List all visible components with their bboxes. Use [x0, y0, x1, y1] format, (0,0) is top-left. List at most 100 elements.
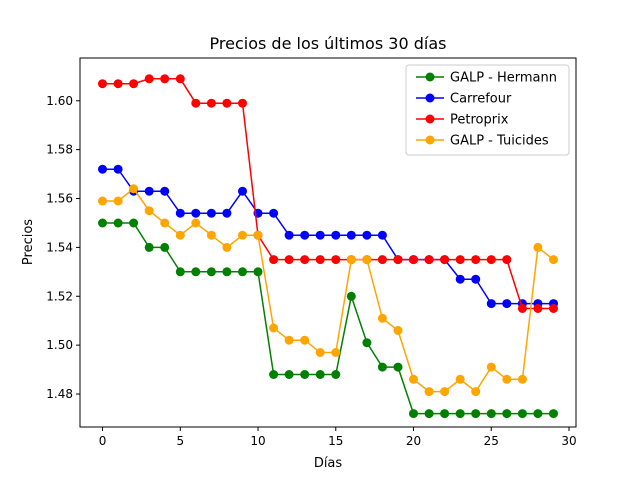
data-point [409, 255, 418, 265]
x-tick-label: 5 [176, 434, 184, 448]
data-point [549, 304, 558, 313]
data-point [471, 255, 481, 265]
data-point [113, 164, 123, 174]
data-point [455, 409, 465, 419]
data-point [98, 164, 107, 174]
x-tick-label: 10 [250, 434, 265, 448]
data-point [377, 362, 387, 372]
y-tick-label: 1.56 [46, 192, 73, 206]
data-point [486, 409, 496, 419]
data-point [191, 208, 201, 218]
y-tick-label: 1.52 [46, 289, 73, 303]
data-point [471, 274, 481, 284]
legend-entry: Carrefour [416, 92, 512, 107]
legend-entry: Petroprix [416, 113, 509, 128]
data-point [346, 291, 356, 301]
data-point [331, 230, 341, 240]
data-point [129, 218, 139, 228]
data-point [113, 196, 123, 206]
data-point [160, 186, 170, 196]
x-axis-label: Días [314, 456, 343, 471]
series-line [102, 222, 554, 415]
data-point [113, 218, 123, 228]
data-point [160, 242, 170, 252]
data-point [517, 304, 527, 313]
data-point [362, 255, 372, 265]
data-point [471, 409, 481, 419]
legend-marker [425, 72, 435, 82]
data-point [440, 255, 450, 265]
data-point [486, 299, 496, 309]
data-point [440, 409, 450, 419]
series-line [102, 168, 554, 305]
data-point [315, 230, 325, 240]
data-point [206, 98, 216, 108]
legend-marker [425, 135, 435, 145]
legend-label: GALP - Hermann [450, 71, 557, 86]
data-point [269, 323, 279, 333]
data-point [269, 370, 279, 379]
legend-box [405, 64, 570, 156]
data-point [455, 255, 465, 265]
data-point [129, 79, 139, 89]
data-point [455, 274, 465, 284]
data-point [98, 218, 107, 228]
legend-label: Carrefour [450, 92, 512, 107]
series-line [102, 187, 554, 393]
data-point [377, 313, 387, 323]
data-point [315, 255, 325, 265]
data-point [284, 335, 294, 345]
x-tick-label: 25 [484, 434, 499, 448]
x-axis: 0 5 10 15 20 25 30 [99, 427, 577, 448]
data-point [129, 184, 139, 194]
legend: GALP - Hermann Carrefour Petroprix GALP - T… [405, 64, 570, 156]
data-point [377, 255, 387, 265]
legend-entry: GALP - Hermann [416, 71, 557, 86]
data-point [222, 242, 232, 252]
series-0 [98, 218, 558, 419]
data-point [331, 348, 341, 357]
y-tick-label: 1.54 [46, 240, 73, 254]
data-point [160, 218, 170, 228]
data-point [471, 387, 481, 397]
data-point [144, 242, 154, 252]
y-tick-label: 1.58 [46, 143, 73, 157]
data-point [300, 335, 310, 345]
data-point [206, 267, 216, 277]
data-point [253, 230, 263, 240]
y-tick-label: 1.48 [46, 387, 73, 401]
plot-area [98, 74, 558, 419]
x-tick-label: 20 [406, 434, 421, 448]
data-point [191, 218, 201, 228]
legend-label: GALP - Tuicides [450, 134, 549, 149]
series-2 [98, 74, 558, 313]
data-point [424, 255, 434, 265]
data-point [98, 196, 107, 206]
data-point [424, 387, 434, 397]
axes-frame [79, 57, 577, 428]
data-point [549, 409, 558, 419]
data-point [175, 230, 185, 240]
data-point [533, 304, 543, 313]
data-point [533, 242, 543, 252]
y-axis-label: Precios [21, 219, 36, 265]
data-point [331, 370, 341, 379]
data-point [362, 338, 372, 348]
data-point [517, 374, 527, 384]
data-point [533, 409, 543, 419]
series-1 [98, 164, 558, 309]
data-point [144, 74, 154, 84]
data-point [160, 74, 170, 84]
data-point [98, 79, 107, 89]
data-point [300, 230, 310, 240]
data-point [502, 255, 512, 265]
data-point [409, 409, 418, 419]
data-point [144, 186, 154, 196]
data-point [486, 362, 496, 372]
data-point [175, 74, 185, 84]
data-point [238, 230, 247, 240]
data-point [269, 255, 279, 265]
data-point [393, 255, 403, 265]
series-3 [98, 184, 558, 397]
data-point [238, 98, 247, 108]
